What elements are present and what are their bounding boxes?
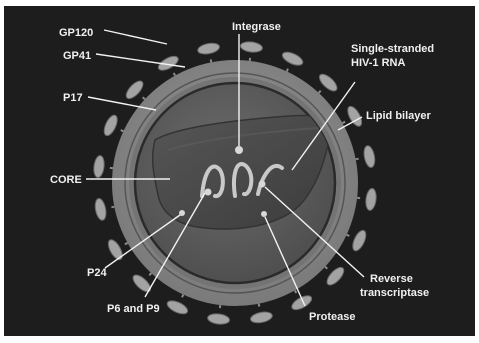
protease-dot <box>261 211 267 217</box>
label-p24: P24 <box>87 267 107 279</box>
gp120-spikes <box>93 41 377 325</box>
gp120-spike <box>132 274 152 293</box>
gp41-stalk <box>355 157 359 161</box>
gp120-spike <box>281 51 304 66</box>
label-p6-p9: P6 and P9 <box>107 303 160 315</box>
label-rna-line2: HIV-1 RNA <box>351 57 405 69</box>
leader-gp41 <box>95 53 186 68</box>
gp41-stalk <box>317 90 322 94</box>
gp41-stalk <box>124 242 129 246</box>
gp120-spike <box>166 300 189 315</box>
label-core: CORE <box>50 174 82 186</box>
leader-rt <box>264 186 365 278</box>
gp120-spike <box>157 55 179 71</box>
capsid-core <box>151 114 332 230</box>
gp120-spike <box>291 295 313 311</box>
leader-lines <box>86 29 365 307</box>
gp41-stalk <box>294 289 298 294</box>
gp120-spike <box>107 239 123 261</box>
label-lipid: Lipid bilayer <box>366 110 432 122</box>
gp120-spike <box>363 145 376 168</box>
label-rna-line1: Single-stranded <box>351 43 434 55</box>
gp41-stalk <box>346 233 350 237</box>
gp41-stalk <box>120 129 124 133</box>
core-texture <box>167 127 319 151</box>
gp120-spike <box>197 42 220 55</box>
rna-strand-2 <box>232 162 254 198</box>
rt-dot <box>258 180 266 188</box>
gp120-spike <box>207 313 231 325</box>
leader-gp120 <box>103 29 168 45</box>
leader-p17 <box>87 96 157 111</box>
gp120-spike <box>352 229 367 252</box>
gp41-stalk <box>341 120 346 124</box>
gp120-spike <box>239 41 263 53</box>
integrase-dot <box>235 146 243 154</box>
gp41-stalk <box>181 294 185 298</box>
gp120-spike <box>250 311 273 324</box>
gp120-spike <box>318 73 338 92</box>
gp120-spike <box>93 155 105 179</box>
rna-strand-1 <box>200 164 225 199</box>
gp120-spike <box>326 266 345 286</box>
label-rt-line1: Reverse <box>370 273 413 285</box>
gp41-stalk <box>172 72 176 77</box>
label-gp120: GP120 <box>59 27 93 39</box>
p24-dot <box>179 210 185 216</box>
gp120-spike <box>125 80 144 100</box>
label-rt-line2: transcriptase <box>360 287 429 299</box>
leader-p6-p9 <box>144 192 206 298</box>
envelope-inner-edge <box>124 72 346 294</box>
gp41-stalk <box>148 272 153 276</box>
gp41-stalk <box>324 265 328 270</box>
leader-p24 <box>104 214 181 269</box>
gp120-spike <box>365 187 377 211</box>
label-gp41: GP41 <box>63 50 91 62</box>
gp120-spike <box>103 114 118 137</box>
label-p17: P17 <box>63 92 83 104</box>
gp41-stalk <box>111 205 115 209</box>
gp41-stalk <box>257 303 261 307</box>
gp41-stalk <box>209 59 213 63</box>
gp41-stalk <box>142 96 146 101</box>
leader-rna <box>291 81 356 171</box>
label-protease: Protease <box>309 311 355 323</box>
p6-dot <box>204 188 212 196</box>
label-integrase: Integrase <box>232 21 281 33</box>
gp41-stalk <box>285 68 289 72</box>
rna-strand-3 <box>256 164 284 196</box>
leader-lipid <box>337 116 363 131</box>
gp120-spike <box>347 105 363 127</box>
gp120-spike <box>94 198 107 221</box>
leader-protease <box>264 216 306 307</box>
